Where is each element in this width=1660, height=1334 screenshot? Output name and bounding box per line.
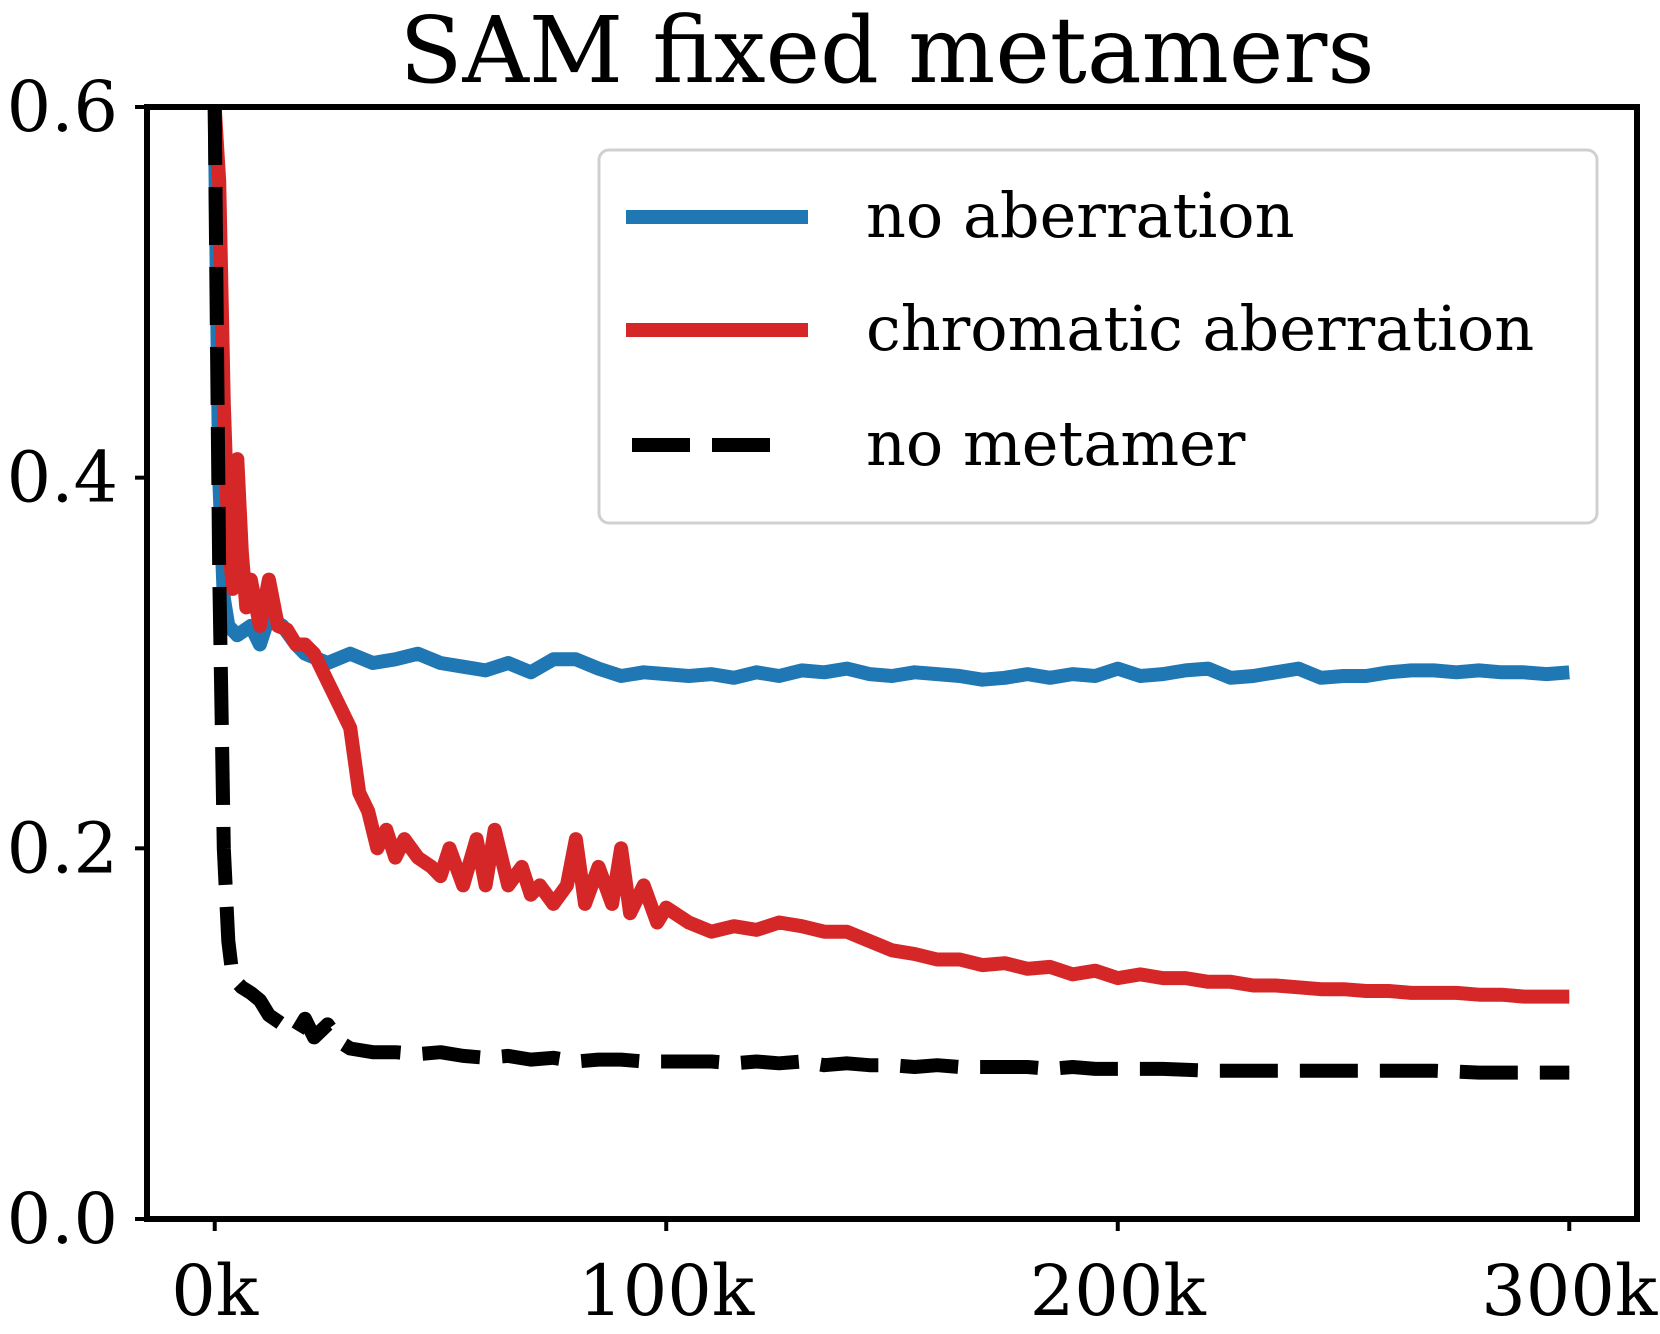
- series-line-no-aberration: [207, 107, 1570, 687]
- legend-label: no metamer: [866, 407, 1246, 480]
- series-line-chromatic-aberration: [207, 107, 1570, 1004]
- legend-entries: no aberration chromatic aberration no meta…: [626, 179, 1534, 480]
- x-axis: 0k 100k 200k 300k: [171, 1219, 1658, 1332]
- axes-frame: [144, 104, 1640, 1222]
- chart-title: SAM fixed metamers: [399, 0, 1374, 104]
- y-axis: 0.0 0.2 0.4 0.6: [7, 66, 147, 1260]
- legend-label: chromatic aberration: [866, 292, 1534, 365]
- y-tick-label: 0.0: [7, 1178, 118, 1260]
- y-tick-label: 0.2: [7, 807, 118, 889]
- x-tick-label: 0k: [171, 1250, 259, 1332]
- x-tick-label: 200k: [1030, 1250, 1207, 1332]
- plot-area: [144, 104, 1640, 1222]
- series-layer: [207, 107, 1570, 1080]
- legend: no aberration chromatic aberration no meta…: [597, 148, 1599, 525]
- legend-label: no aberration: [866, 179, 1295, 252]
- series-line-no-metamer: [207, 107, 1570, 1080]
- legend-frame: [597, 148, 1599, 525]
- y-tick-label: 0.6: [7, 66, 118, 148]
- x-tick-label: 300k: [1481, 1250, 1658, 1332]
- y-tick-label: 0.4: [7, 437, 118, 519]
- x-tick-label: 100k: [578, 1250, 755, 1332]
